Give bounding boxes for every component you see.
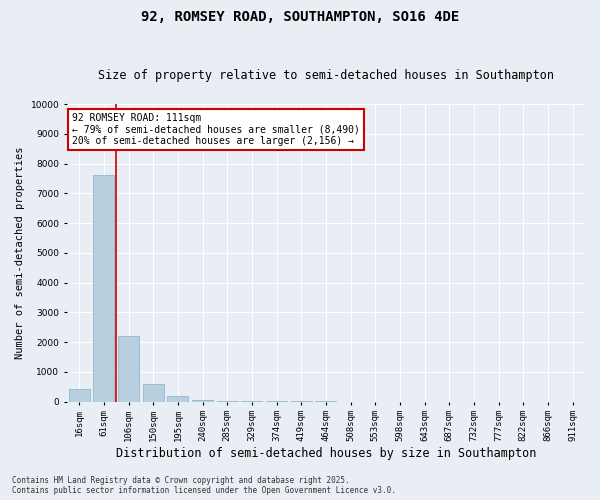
Y-axis label: Number of semi-detached properties: Number of semi-detached properties [15, 146, 25, 359]
Bar [217, 400, 238, 402]
Bar [118, 336, 139, 402]
Bar [69, 389, 90, 402]
Text: Contains HM Land Registry data © Crown copyright and database right 2025.
Contai: Contains HM Land Registry data © Crown c… [12, 476, 396, 495]
X-axis label: Distribution of semi-detached houses by size in Southampton: Distribution of semi-detached houses by … [116, 447, 536, 460]
Bar [167, 396, 188, 402]
Text: 92, ROMSEY ROAD, SOUTHAMPTON, SO16 4DE: 92, ROMSEY ROAD, SOUTHAMPTON, SO16 4DE [141, 10, 459, 24]
Bar [143, 384, 164, 402]
Title: Size of property relative to semi-detached houses in Southampton: Size of property relative to semi-detach… [98, 69, 554, 82]
Text: 92 ROMSEY ROAD: 111sqm
← 79% of semi-detached houses are smaller (8,490)
20% of : 92 ROMSEY ROAD: 111sqm ← 79% of semi-det… [72, 113, 360, 146]
Bar [192, 400, 213, 402]
Bar [94, 176, 115, 402]
